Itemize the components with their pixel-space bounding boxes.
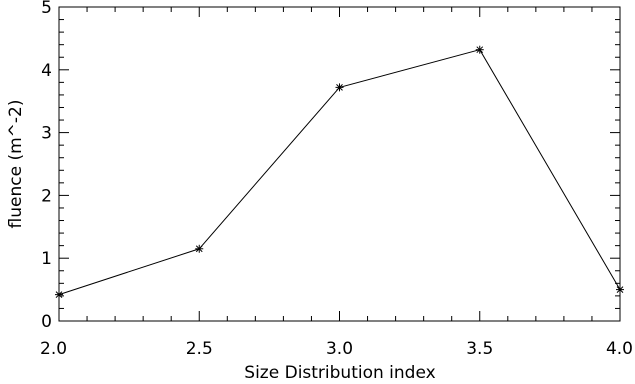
data-series [55, 45, 624, 299]
data-point-marker [475, 45, 484, 54]
y-tick-label: 1 [41, 249, 52, 269]
data-point-marker [55, 290, 63, 299]
x-tick-label: 4.0 [606, 339, 633, 359]
data-point-marker [335, 83, 344, 92]
x-axis-title: Size Distribution index [244, 363, 435, 383]
y-tick-label: 2 [41, 186, 52, 206]
axis-tick-labels: 2.0 2.5 3.0 3.5 4.0 0 1 2 3 4 5 [40, 0, 633, 359]
data-point-marker [616, 285, 624, 294]
x-tick-label: 3.5 [466, 339, 493, 359]
axis-ticks [58, 6, 621, 322]
plot-frame [58, 6, 621, 322]
x-tick-label: 3.0 [326, 339, 353, 359]
y-tick-label: 4 [41, 61, 52, 81]
x-tick-label: 2.5 [186, 339, 213, 359]
x-tick-label: 2.0 [40, 339, 67, 359]
data-point-marker [195, 244, 204, 253]
y-tick-label: 0 [41, 312, 52, 332]
y-axis-title: fluence (m^-2) [6, 100, 26, 229]
y-tick-label: 3 [41, 124, 52, 144]
y-tick-label: 5 [41, 0, 52, 18]
